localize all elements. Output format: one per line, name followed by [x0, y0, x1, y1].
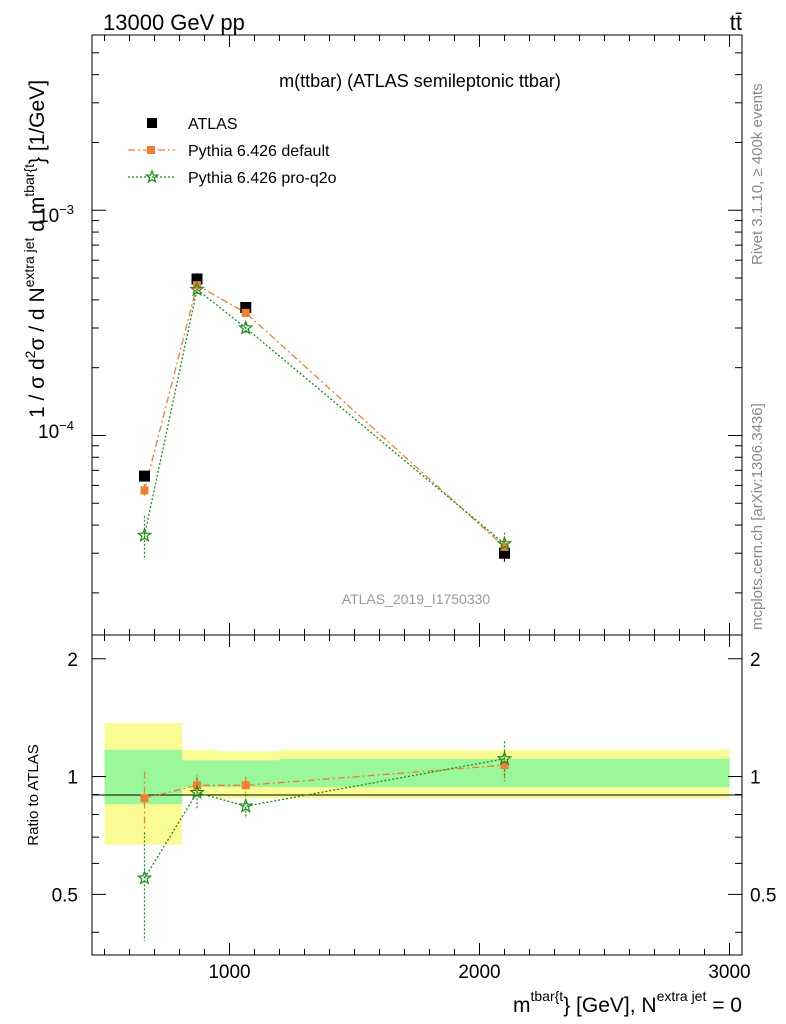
legend-marker-default: [147, 146, 155, 154]
legend-marker-proq2o: [144, 169, 160, 184]
data-point-2: [240, 301, 252, 313]
data-point-3: [499, 547, 510, 559]
ratio-line-default: [144, 764, 505, 799]
xtick-label-2000: 2000: [458, 962, 500, 983]
ratio-ytick-label-left-0.5: 0.5: [52, 885, 78, 906]
analysis-label: ATLAS_2019_I1750330: [342, 591, 491, 607]
marker-default-1: [193, 281, 201, 290]
legend-marker-atlas: [147, 118, 157, 128]
xtick-label-3000: 3000: [708, 962, 750, 983]
main-error-bars: [143, 273, 506, 562]
main-markers: [136, 273, 513, 559]
ratio-ytick-label-right-1: 1: [750, 768, 761, 789]
ratio-line-proq2o: [143, 758, 505, 879]
ratio-panel: 2 2 1 1 0.5 0.5 Ratio to ATLAS: [25, 634, 777, 956]
ratio-axis-ticks: [92, 635, 742, 955]
marker-proq2o-2: [237, 319, 254, 335]
legend-item-atlas: ATLAS: [147, 116, 238, 133]
legend-label-default: Pythia 6.426 default: [188, 143, 330, 160]
marker-proq2o-1: [189, 281, 205, 297]
mcplots-label: mcplots.cern.ch [arXiv:1306.3436]: [749, 403, 766, 630]
ratio-series-lines: [143, 758, 505, 879]
series-line-proq2o: [143, 288, 505, 545]
legend-label-atlas: ATLAS: [188, 116, 238, 133]
main-series-lines: [143, 284, 505, 548]
ratio-y-label: Ratio to ATLAS: [25, 744, 42, 845]
ratio-marker-default-3: [500, 761, 509, 770]
ratio-frame: [91, 634, 743, 956]
ratio-ytick-label-left-2: 2: [67, 650, 78, 671]
ratio-marker-proq2o-0: [136, 869, 153, 885]
legend-item-proq2o: Pythia 6.426 pro-q2o: [128, 169, 337, 187]
main-title: m(ttbar) (ATLAS semileptonic ttbar): [279, 71, 561, 91]
ratio-tick-labels: 2 2 1 1 0.5 0.5: [52, 650, 777, 907]
ratio-marker-proq2o-1: [189, 784, 205, 800]
ratio-ytick-label-left-1: 1: [67, 768, 78, 789]
marker-default-0: [140, 486, 149, 495]
ytick-label-1e-4: 10−4: [38, 418, 74, 443]
data-point-0: [139, 470, 150, 482]
main-axis-ticks: [92, 34, 742, 635]
legend-label-proq2o: Pythia 6.426 pro-q2o: [188, 170, 337, 187]
ratio-markers: [136, 750, 513, 885]
ytick-label-1e-3: 10−3: [38, 202, 74, 227]
series-line-default: [143, 284, 505, 548]
ratio-marker-proq2o-2: [237, 798, 254, 813]
energy-label: 13000 GeV pp: [103, 10, 245, 35]
main-y-label: 1 / σ d2σ / d Nextra jet d mtbar{t} [1/G…: [21, 80, 49, 418]
ratio-marker-default-0: [140, 794, 149, 803]
x-axis-label: mtbar{t} [GeV], Nextra jet = 0: [513, 988, 742, 1017]
legend-item-default: Pythia 6.426 default: [128, 143, 330, 160]
ratio-ytick-label-right-2: 2: [750, 650, 761, 671]
ratio-marker-proq2o-3: [496, 750, 513, 766]
marker-proq2o-0: [136, 527, 153, 542]
ratio-marker-default-2: [241, 781, 250, 790]
main-panel: m(ttbar) (ATLAS semileptonic ttbar) ATLA…: [21, 34, 743, 636]
xtick-label-1000: 1000: [208, 962, 250, 983]
rivet-label: Rivet 3.1.10, ≥ 400k events: [749, 83, 766, 265]
marker-proq2o-3: [496, 535, 513, 551]
ratio-ytick-label-right-0.5: 0.5: [750, 885, 776, 906]
legend: ATLAS Pythia 6.426 default Pythia 6.426 …: [128, 116, 337, 187]
process-label: tt̄: [730, 10, 742, 35]
data-point-1: [191, 273, 203, 285]
marker-default-2: [241, 308, 250, 317]
x-tick-labels: 1000 2000 3000: [208, 962, 750, 983]
